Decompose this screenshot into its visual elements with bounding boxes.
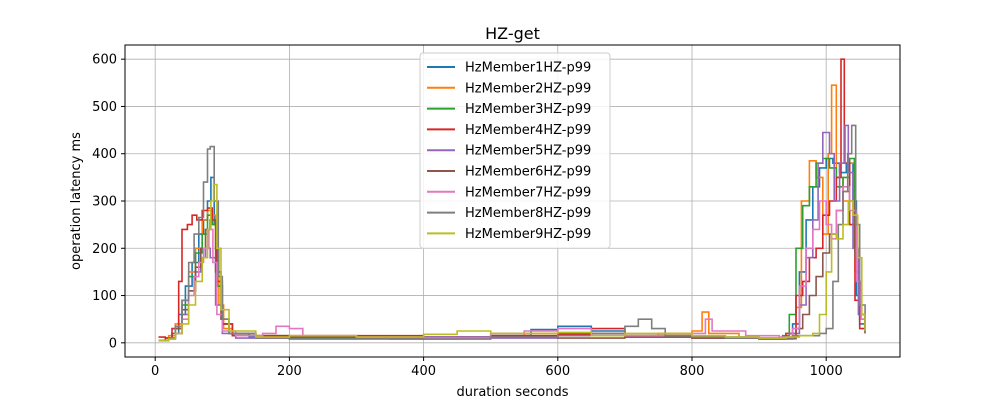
chart-title: HZ-get xyxy=(485,24,540,43)
legend-entry: HzMember7HZ-p99 xyxy=(465,185,591,200)
legend: HzMember1HZ-p99 HzMember2HZ-p99 HzMember3H… xyxy=(419,52,611,249)
axis-ticks: 0 200 400 600 800 1000 0 100 200 300 400 500 600 xyxy=(92,53,843,379)
x-axis-label: duration seconds xyxy=(457,385,569,400)
x-tick-label: 0 xyxy=(151,364,159,379)
y-tick-label: 400 xyxy=(92,147,117,162)
legend-entry: HzMember8HZ-p99 xyxy=(465,206,591,221)
x-tick-label: 400 xyxy=(411,364,436,379)
y-tick-label: 300 xyxy=(92,195,117,210)
x-tick-label: 200 xyxy=(277,364,302,379)
legend-entry: HzMember5HZ-p99 xyxy=(465,144,591,159)
legend-entry: HzMember1HZ-p99 xyxy=(465,61,591,76)
legend-entry: HzMember6HZ-p99 xyxy=(465,165,591,180)
y-tick-label: 500 xyxy=(92,100,117,115)
y-tick-label: 100 xyxy=(92,289,117,304)
series-line-9 xyxy=(158,183,866,342)
y-tick-label: 600 xyxy=(92,53,117,68)
y-axis-label: operation latency ms xyxy=(69,132,84,270)
y-tick-label: 0 xyxy=(109,336,117,351)
legend-entry: HzMember4HZ-p99 xyxy=(465,123,591,138)
series-line-8 xyxy=(158,124,866,342)
x-tick-label: 800 xyxy=(680,364,705,379)
x-tick-label: 1000 xyxy=(810,364,843,379)
legend-entry: HzMember9HZ-p99 xyxy=(465,227,591,242)
legend-box xyxy=(419,52,611,249)
series-line-1 xyxy=(158,157,866,342)
legend-entry: HzMember3HZ-p99 xyxy=(465,102,591,117)
series-lines xyxy=(158,58,866,342)
series-line-7 xyxy=(158,186,866,342)
y-tick-label: 200 xyxy=(92,242,117,257)
legend-entry: HzMember2HZ-p99 xyxy=(465,81,591,96)
x-tick-label: 600 xyxy=(545,364,570,379)
